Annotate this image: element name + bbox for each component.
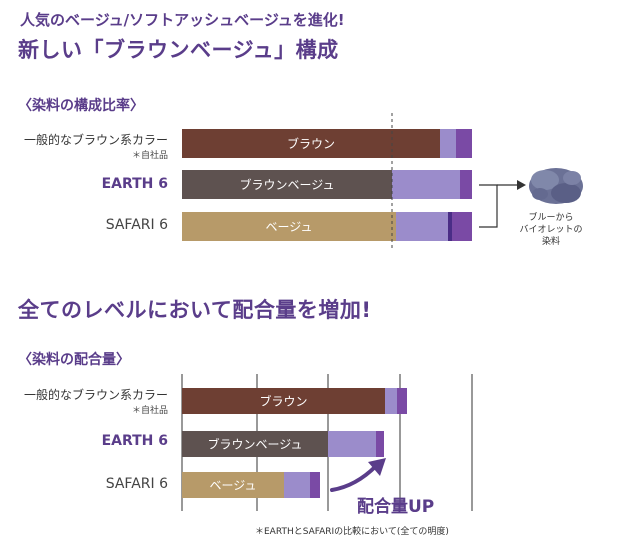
generic-label-2: 一般的なブラウン系カラー [23, 388, 168, 402]
header-subtitle: 人気のベージュ/ソフトアッシュベージュを進化! [20, 11, 345, 29]
note-line: 染料 [541, 237, 560, 248]
section2-heading: 〈染料の配合量〉 [18, 352, 130, 368]
row1-label-2: 一般的なブラウン系カラー ＊自社品 [24, 386, 168, 416]
dye-note: ブルーから バイオレットの 染料 [514, 212, 588, 248]
safari-label: SAFARI 6 [105, 217, 168, 233]
bar-segment [396, 212, 448, 241]
increase-badge: 配合量UP [357, 497, 435, 517]
bar-label: ブラウン [259, 394, 307, 409]
chart-decorations [330, 168, 583, 492]
bar-segment [397, 388, 407, 414]
bar-segment [182, 212, 396, 241]
bar-segment [376, 431, 384, 457]
bar-segment [452, 212, 472, 241]
bracket-icon [479, 184, 498, 228]
bar-label: ブラウンベージュ [240, 177, 335, 192]
bar-label: ブラウンベージュ [208, 437, 303, 452]
generic-sub-2: ＊自社品 [131, 406, 168, 416]
bar-segment [456, 129, 472, 158]
increase-arrow-head-icon [368, 458, 386, 476]
section2-headline: 全てのレベルにおいて配合量を増加! [18, 298, 372, 322]
section1-heading: 〈染料の構成比率〉 [18, 98, 144, 114]
bar-segment [460, 170, 472, 199]
safari-label-2: SAFARI 6 [105, 476, 168, 492]
dye-swatch-icon [529, 168, 583, 204]
generic-label: 一般的なブラウン系カラー [23, 133, 168, 147]
bar-segment [440, 129, 456, 158]
bar-label: ベージュ [210, 479, 257, 493]
generic-sub: ＊自社品 [131, 151, 168, 161]
bar-segment [182, 170, 392, 199]
bar-segment [284, 472, 310, 498]
arrow-head-icon [517, 180, 526, 190]
note-line: バイオレットの [519, 225, 583, 236]
bar-segment [310, 472, 320, 498]
note-line: ブルーから [528, 213, 574, 223]
bar-segment [182, 129, 440, 158]
bar-segment [328, 431, 376, 457]
bar-segment [182, 472, 284, 498]
bar-label: ベージュ [266, 220, 313, 234]
bar-segment [448, 212, 452, 241]
bar-segment [182, 388, 385, 414]
bar-segment [385, 388, 397, 414]
page-title: 新しい「ブラウンベージュ」構成 [18, 38, 339, 62]
bar-segment [182, 431, 328, 457]
increase-arrow-icon [330, 464, 378, 492]
bar-label: ブラウン [287, 136, 335, 151]
row1-label: 一般的なブラウン系カラー ＊自社品 [24, 131, 168, 161]
footnote: ＊EARTHとSAFARIの比較において(全ての明度) [255, 527, 449, 537]
earth-label: EARTH 6 [101, 176, 168, 192]
earth-label-2: EARTH 6 [101, 433, 168, 449]
bar-segment [392, 170, 460, 199]
